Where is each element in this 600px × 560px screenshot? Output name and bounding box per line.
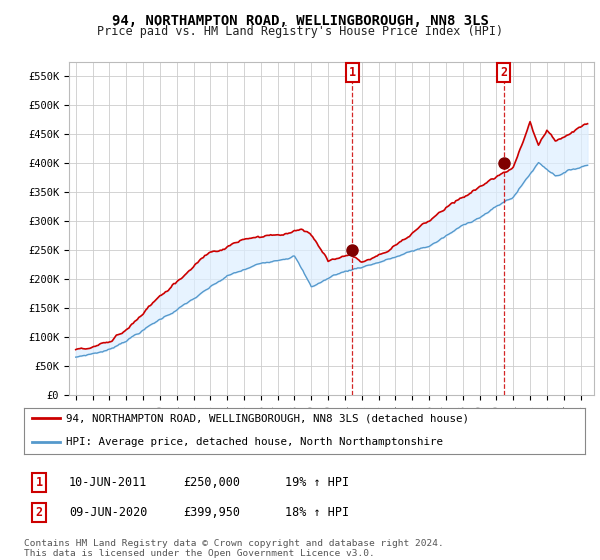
- Text: 1: 1: [349, 66, 356, 79]
- Text: HPI: Average price, detached house, North Northamptonshire: HPI: Average price, detached house, Nort…: [66, 437, 443, 447]
- Text: 2: 2: [500, 66, 508, 79]
- Text: Price paid vs. HM Land Registry's House Price Index (HPI): Price paid vs. HM Land Registry's House …: [97, 25, 503, 38]
- Text: £399,950: £399,950: [183, 506, 240, 519]
- Text: 94, NORTHAMPTON ROAD, WELLINGBOROUGH, NN8 3LS (detached house): 94, NORTHAMPTON ROAD, WELLINGBOROUGH, NN…: [66, 413, 469, 423]
- Text: 19% ↑ HPI: 19% ↑ HPI: [285, 476, 349, 489]
- Text: Contains HM Land Registry data © Crown copyright and database right 2024.
This d: Contains HM Land Registry data © Crown c…: [24, 539, 444, 558]
- Text: 09-JUN-2020: 09-JUN-2020: [69, 506, 148, 519]
- Text: 94, NORTHAMPTON ROAD, WELLINGBOROUGH, NN8 3LS: 94, NORTHAMPTON ROAD, WELLINGBOROUGH, NN…: [112, 14, 488, 28]
- Text: £250,000: £250,000: [183, 476, 240, 489]
- Text: 1: 1: [35, 476, 43, 489]
- Text: 2: 2: [35, 506, 43, 519]
- Text: 18% ↑ HPI: 18% ↑ HPI: [285, 506, 349, 519]
- Text: 10-JUN-2011: 10-JUN-2011: [69, 476, 148, 489]
